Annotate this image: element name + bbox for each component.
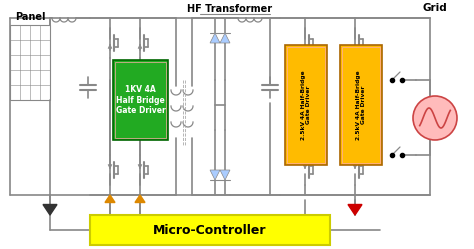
Text: HF Transformer: HF Transformer: [187, 4, 273, 14]
Polygon shape: [210, 33, 220, 43]
Polygon shape: [105, 195, 115, 202]
Polygon shape: [220, 33, 230, 43]
Bar: [287, 47, 325, 163]
Text: Micro-Controller: Micro-Controller: [153, 224, 267, 237]
Text: Grid: Grid: [423, 3, 447, 13]
Text: 2.5kV 4A Half-Bridge
Gate Driver: 2.5kV 4A Half-Bridge Gate Driver: [356, 70, 366, 140]
Polygon shape: [220, 170, 230, 180]
Polygon shape: [348, 204, 362, 215]
Circle shape: [413, 96, 457, 140]
Text: Panel: Panel: [15, 12, 45, 22]
Bar: [10, 25, 50, 100]
Bar: [340, 45, 382, 165]
Bar: [113, 60, 168, 140]
Polygon shape: [135, 195, 145, 202]
Polygon shape: [210, 170, 220, 180]
Polygon shape: [43, 204, 57, 215]
Bar: [285, 45, 327, 165]
Bar: [115, 62, 166, 138]
Text: 2.5kV 4A Half-Bridge
Gate Driver: 2.5kV 4A Half-Bridge Gate Driver: [301, 70, 311, 140]
Bar: [342, 47, 380, 163]
Text: 1KV 4A
Half Bridge
Gate Driver: 1KV 4A Half Bridge Gate Driver: [116, 85, 165, 115]
Bar: [90, 215, 330, 245]
